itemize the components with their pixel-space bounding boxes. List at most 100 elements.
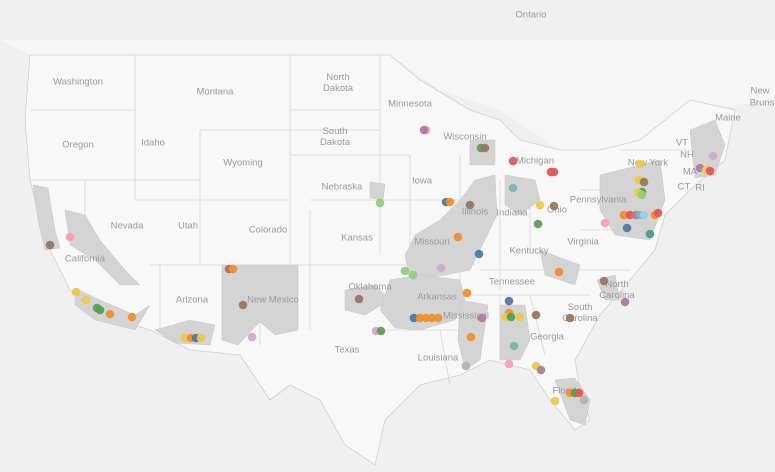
location-dot	[105, 309, 115, 319]
location-dot	[180, 333, 190, 343]
state-label: Texas	[335, 345, 360, 356]
state-label-line: Carolina	[599, 290, 635, 301]
state-label: Arizona	[176, 295, 209, 306]
shaded-region	[64, 209, 141, 286]
location-dot	[477, 313, 487, 323]
state-label: Illinois	[462, 207, 489, 218]
state-label: CT	[678, 182, 691, 193]
state-label: VT	[676, 138, 688, 149]
location-dot	[415, 313, 425, 323]
state-label-line: Carolina	[562, 313, 598, 324]
state-label: Iowa	[412, 176, 433, 187]
location-dot	[247, 332, 257, 342]
location-dot	[421, 313, 431, 323]
state-label: New	[750, 86, 769, 97]
state-label-line: South	[323, 126, 348, 137]
location-dot	[400, 266, 410, 276]
state-label: Kansas	[341, 233, 373, 244]
shaded-region	[344, 284, 391, 316]
location-dot	[453, 232, 463, 242]
state-label: South Dakota	[320, 126, 351, 148]
location-dot	[504, 359, 514, 369]
location-dot	[515, 312, 525, 322]
state-label-line: North	[605, 279, 628, 290]
location-dot	[506, 312, 516, 322]
state-label: California	[65, 254, 106, 265]
state-label: Ontario	[515, 10, 546, 21]
state-label: Pennsylvania	[570, 195, 627, 206]
location-dot	[625, 210, 635, 220]
location-dots	[45, 125, 718, 406]
location-dot	[639, 210, 649, 220]
state-label: Utah	[178, 221, 198, 232]
location-dot	[536, 365, 546, 375]
location-dot	[533, 219, 543, 229]
shaded-region	[599, 159, 666, 241]
location-dot	[619, 210, 629, 220]
state-label: Nebraska	[322, 182, 363, 193]
location-dot	[465, 200, 475, 210]
state-label: Oklahoma	[348, 282, 392, 293]
location-dot	[600, 218, 610, 228]
state-label: Bruns	[750, 98, 775, 109]
state-label: Kentucky	[509, 246, 548, 257]
location-dot	[354, 294, 364, 304]
location-dot	[238, 300, 248, 310]
shaded-region	[379, 274, 466, 331]
state-label: Virginia	[567, 237, 599, 248]
state-label-line: North	[326, 72, 349, 83]
state-label: South Carolina	[562, 302, 598, 324]
shaded-region	[369, 181, 386, 201]
state-label: Mississippi	[443, 311, 489, 322]
location-dot	[535, 200, 545, 210]
state-label: North Dakota	[323, 72, 354, 94]
location-dot	[474, 249, 484, 259]
location-dot	[565, 313, 575, 323]
location-dot	[462, 288, 472, 298]
location-dot	[620, 297, 630, 307]
canada-land	[0, 40, 775, 175]
location-dot	[508, 156, 518, 166]
state-label-line: Dakota	[323, 83, 354, 94]
state-label: Idaho	[141, 138, 165, 149]
state-label: Maine	[715, 113, 741, 124]
location-dot	[637, 190, 647, 200]
state-label: Wisconsin	[443, 132, 486, 143]
location-dot	[504, 296, 514, 306]
shaded-region	[469, 139, 496, 166]
shaded-region	[689, 119, 726, 179]
location-dot	[95, 305, 105, 315]
state-label: RI	[695, 183, 705, 194]
location-dot	[81, 295, 91, 305]
state-label: Georgia	[530, 332, 565, 343]
location-dot	[639, 177, 649, 187]
state-label: Colorado	[249, 225, 288, 236]
location-dot	[436, 263, 446, 273]
location-dot	[376, 326, 386, 336]
state-label: Nevada	[111, 221, 144, 232]
state-label: Tennessee	[489, 277, 535, 288]
state-label-line: Dakota	[320, 137, 351, 148]
state-label: North Carolina	[599, 279, 635, 301]
state-label: Wyoming	[223, 158, 263, 169]
location-dot	[599, 276, 609, 286]
location-dot	[65, 232, 75, 242]
location-dot	[461, 361, 471, 371]
location-dot	[579, 395, 589, 405]
location-dot	[635, 159, 645, 169]
location-dot	[427, 313, 437, 323]
state-label: MA	[683, 167, 698, 178]
location-dot	[127, 312, 137, 322]
state-label: Arkansas	[417, 292, 457, 303]
location-dot	[408, 270, 418, 280]
location-dot	[419, 125, 429, 135]
location-dot	[705, 166, 715, 176]
state-label: NH	[680, 150, 694, 161]
location-dot	[708, 151, 718, 161]
location-dot	[645, 229, 655, 239]
location-dot	[554, 267, 564, 277]
location-dot	[409, 313, 419, 323]
location-dot	[433, 313, 443, 323]
state-label: Montana	[197, 87, 235, 98]
